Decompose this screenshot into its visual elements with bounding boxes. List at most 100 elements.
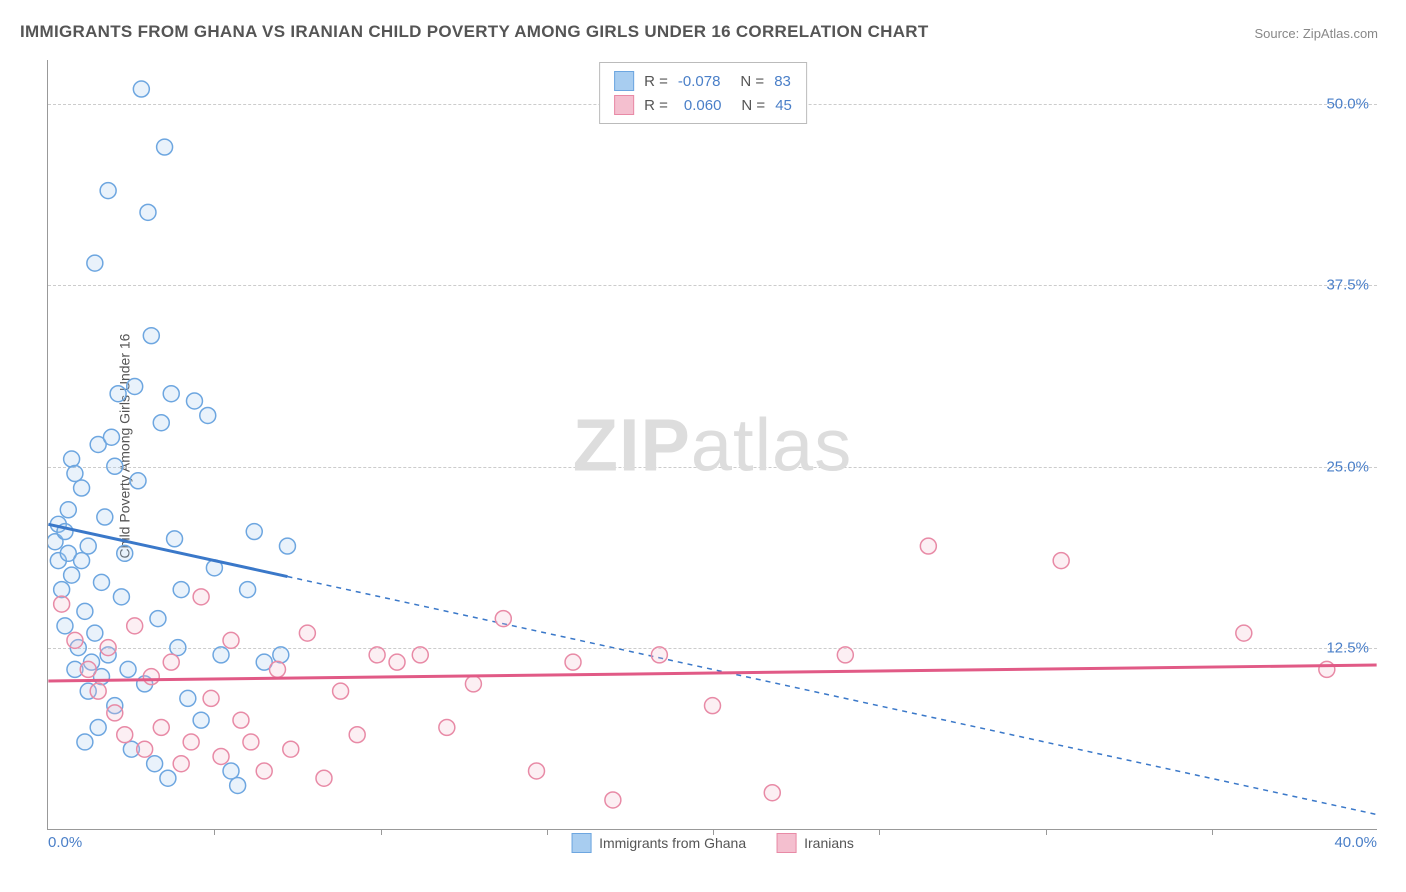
data-point [100,183,116,199]
legend-r-value-1: 0.060 [684,97,722,114]
data-point [67,466,83,482]
data-point [764,785,780,801]
legend-n-value-1: 45 [775,97,792,114]
data-point [705,698,721,714]
data-point [223,632,239,648]
data-point [143,328,159,344]
legend-item-iranians: Iranians [776,833,854,853]
data-point [163,386,179,402]
plot-area: ZIPatlas 12.5%25.0%37.5%50.0% 0.0% 40.0%… [47,60,1377,830]
x-tick-label-min: 0.0% [48,834,82,851]
data-point [213,647,229,663]
data-point [200,407,216,423]
data-point [203,690,219,706]
data-point [143,669,159,685]
data-point [369,647,385,663]
legend-n-value-0: 83 [774,73,791,90]
data-point [77,603,93,619]
data-point [153,719,169,735]
data-point [213,748,229,764]
data-point [94,574,110,590]
data-point [137,741,153,757]
data-point [837,647,853,663]
legend-label-iranians: Iranians [804,835,854,851]
data-point [273,647,289,663]
data-point [107,458,123,474]
data-point [495,611,511,627]
legend-r-label-1: R = [644,97,668,114]
data-point [333,683,349,699]
data-point [183,734,199,750]
legend-label-ghana: Immigrants from Ghana [599,835,746,851]
legend-bottom: Immigrants from Ghana Iranians [571,833,854,853]
swatch-top-iranians [614,95,634,115]
data-point [77,734,93,750]
swatch-ghana [571,833,591,853]
data-point [529,763,545,779]
data-point [87,255,103,271]
chart-title: IMMIGRANTS FROM GHANA VS IRANIAN CHILD P… [20,22,929,42]
data-point [193,712,209,728]
legend-n-label-0: N = [740,73,764,90]
data-point [243,734,259,750]
x-tick-mark [1046,829,1047,835]
data-point [173,756,189,772]
source-attribution: Source: ZipAtlas.com [1254,26,1378,41]
data-point [117,545,133,561]
data-point [439,719,455,735]
data-point [465,676,481,692]
legend-top-row-1: R = 0.060 N = 45 [614,93,792,117]
data-point [1319,661,1335,677]
data-point [157,139,173,155]
data-point [240,582,256,598]
data-point [87,625,103,641]
data-point [80,538,96,554]
data-point [167,531,183,547]
data-point [103,429,119,445]
data-point [173,582,189,598]
data-point [256,763,272,779]
data-point [130,473,146,489]
data-point [246,524,262,540]
data-point [1236,625,1252,641]
x-tick-mark [381,829,382,835]
data-point [193,589,209,605]
data-point [299,625,315,641]
data-point [150,611,166,627]
data-point [170,640,186,656]
data-point [54,596,70,612]
data-point [80,661,96,677]
data-point [186,393,202,409]
x-tick-mark [214,829,215,835]
legend-item-ghana: Immigrants from Ghana [571,833,746,853]
data-point [270,661,286,677]
scatter-svg [48,60,1377,829]
data-point [127,378,143,394]
swatch-iranians [776,833,796,853]
x-tick-mark [879,829,880,835]
legend-top: R = -0.078 N = 83 R = 0.060 N = 45 [599,62,807,124]
data-point [64,451,80,467]
data-point [920,538,936,554]
data-point [64,567,80,583]
x-tick-mark [547,829,548,835]
data-point [283,741,299,757]
data-point [233,712,249,728]
data-point [97,509,113,525]
data-point [74,553,90,569]
data-point [389,654,405,670]
data-point [67,632,83,648]
data-point [90,719,106,735]
data-point [140,204,156,220]
data-point [279,538,295,554]
data-point [651,647,667,663]
data-point [74,480,90,496]
data-point [412,647,428,663]
data-point [223,763,239,779]
data-point [147,756,163,772]
data-point [153,415,169,431]
data-point [565,654,581,670]
swatch-top-ghana [614,71,634,91]
legend-n-label-1: N = [741,97,765,114]
x-tick-mark [1212,829,1213,835]
